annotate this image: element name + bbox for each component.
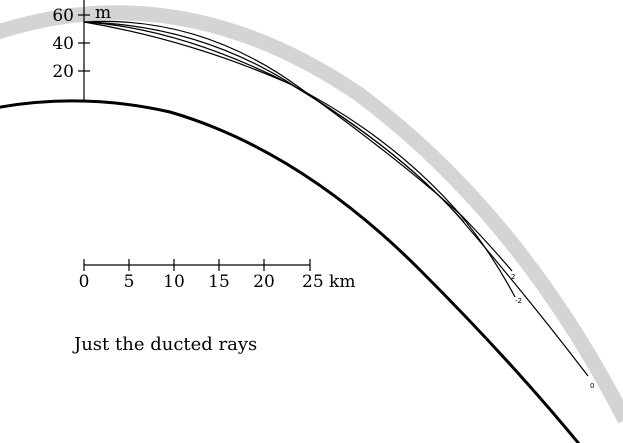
ray-2 — [83, 20, 513, 272]
h-label-0: 0 — [79, 272, 90, 292]
v-unit-label: m — [95, 3, 111, 23]
ray-label-2: 2 — [511, 273, 515, 281]
vertical-scale — [78, 0, 90, 100]
ray-label-minus-2: -2 — [515, 297, 522, 305]
v-label-20: 20 — [52, 62, 74, 82]
horizontal-scale — [83, 259, 311, 271]
ray-bundle — [83, 20, 589, 377]
caption: Just the ducted rays — [72, 334, 257, 355]
h-label-20: 20 — [253, 272, 275, 292]
h-label-25-km: 25 km — [302, 272, 355, 292]
duct-band — [0, 5, 623, 424]
ray-minus-2 — [83, 21, 516, 298]
h-label-10: 10 — [163, 272, 185, 292]
ray-label-0: 0 — [590, 382, 594, 390]
v-label-60: 60 — [52, 6, 74, 26]
ray-3 — [83, 21, 465, 223]
earth-surface-curve — [0, 99, 581, 443]
h-label-5: 5 — [124, 272, 135, 292]
v-label-40: 40 — [52, 34, 74, 54]
h-label-15: 15 — [208, 272, 230, 292]
